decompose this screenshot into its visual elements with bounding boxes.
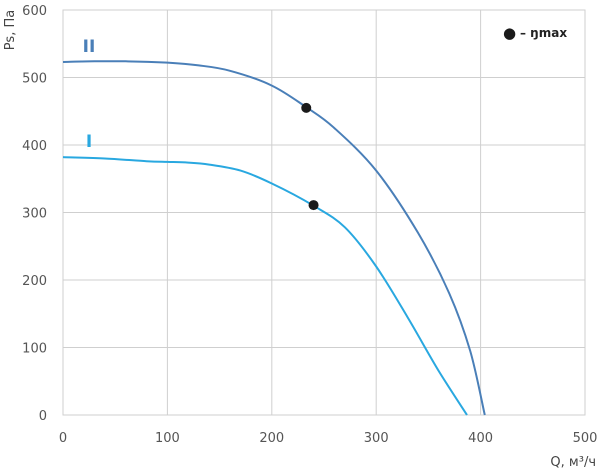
y-tick-label: 600	[22, 4, 47, 19]
y-tick-label: 200	[22, 274, 47, 289]
y-tick-label: 500	[22, 72, 47, 87]
y-tick-label: 100	[22, 342, 47, 357]
series-group: III	[62, 37, 486, 416]
x-axis-title: Q, м³/ч	[550, 455, 596, 470]
x-tick-label: 200	[259, 431, 284, 446]
series-ii-line	[62, 60, 486, 416]
y-tick-label: 300	[22, 207, 47, 222]
x-tick-label: 400	[468, 431, 493, 446]
y-axis-ticks: 0 100 200 300 400 500 600	[22, 4, 47, 424]
x-tick-label: 0	[59, 431, 67, 446]
grid	[62, 9, 586, 416]
legend-text: – ŋmax	[520, 26, 567, 40]
legend-marker: ●	[503, 24, 516, 42]
series-ii-eta-max-point	[301, 102, 312, 113]
legend: ● – ŋmax	[503, 24, 567, 42]
y-tick-label: 0	[39, 409, 47, 424]
x-tick-label: 100	[155, 431, 180, 446]
series-i-line	[62, 156, 468, 416]
x-tick-label: 300	[364, 431, 389, 446]
series-i-eta-max-point	[308, 200, 319, 211]
x-axis-ticks: 0 100 200 300 400 500	[59, 431, 598, 446]
y-tick-label: 400	[22, 139, 47, 154]
series-ii-label: II	[83, 37, 96, 57]
y-axis-title: Ps, Па	[3, 10, 18, 50]
x-tick-label: 500	[573, 431, 598, 446]
series-i-label: I	[86, 132, 92, 152]
